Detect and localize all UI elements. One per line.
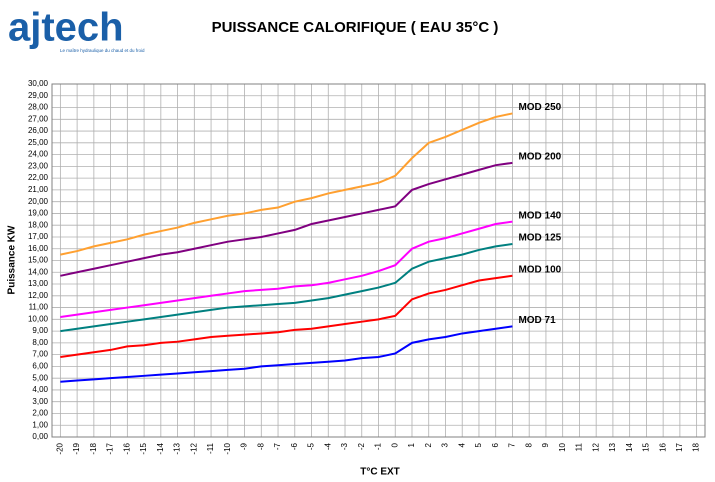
x-tick-label: 4 (457, 442, 466, 447)
x-tick-label: -8 (256, 442, 265, 450)
series-label: MOD 250 (518, 102, 561, 113)
x-axis-label: T°C EXT (360, 467, 400, 478)
y-tick-label: 29,00 (28, 91, 49, 100)
series-line (60, 274, 513, 358)
x-tick-label: 17 (675, 442, 684, 451)
series-line (60, 243, 513, 333)
series-line (60, 325, 513, 383)
x-tick-label: 12 (591, 442, 600, 451)
x-tick-label: -14 (156, 442, 165, 454)
y-tick-label: 28,00 (28, 103, 49, 112)
x-tick-label: 1 (407, 442, 416, 447)
y-tick-label: 1,00 (32, 420, 48, 429)
x-tick-label: -1 (374, 442, 383, 450)
y-axis-label: Puissance KW (7, 225, 18, 294)
x-tick-label: -12 (189, 442, 198, 454)
x-tick-label: -18 (89, 442, 98, 454)
x-tick-label: 0 (390, 442, 399, 447)
y-tick-label: 18,00 (28, 220, 49, 229)
x-tick-label: -15 (139, 442, 148, 454)
y-tick-label: 17,00 (28, 232, 49, 241)
y-tick-label: 5,00 (32, 373, 48, 382)
y-tick-label: 2,00 (32, 409, 48, 418)
series-label: MOD 200 (518, 151, 561, 162)
y-tick-label: 0,00 (32, 432, 48, 441)
y-tick-label: 23,00 (28, 161, 49, 170)
series-line (60, 112, 513, 256)
x-tick-label: -16 (122, 442, 131, 454)
x-tick-label: 10 (558, 442, 567, 451)
x-tick-label: 2 (424, 442, 433, 447)
y-tick-label: 9,00 (32, 326, 48, 335)
x-tick-label: -13 (173, 442, 182, 454)
y-tick-label: 15,00 (28, 256, 49, 265)
y-tick-label: 20,00 (28, 197, 49, 206)
x-tick-label: -5 (307, 442, 316, 450)
series-line (60, 220, 513, 318)
x-tick-label: -19 (72, 442, 81, 454)
y-tick-label: 14,00 (28, 267, 49, 276)
x-tick-label: 11 (575, 442, 584, 451)
x-tick-label: 9 (541, 442, 550, 447)
chart-title: PUISSANCE CALORIFIQUE ( EAU 35°C ) (212, 19, 499, 36)
y-tick-label: 3,00 (32, 397, 48, 406)
y-tick-label: 24,00 (28, 150, 49, 159)
plot-frame (51, 83, 706, 438)
y-tick-label: 22,00 (28, 173, 49, 182)
x-tick-label: -7 (273, 442, 282, 450)
x-tick-label: 3 (441, 442, 450, 447)
logo-tagline: Le maître hydraulique du chaud et du fro… (60, 48, 145, 53)
y-tick-label: 27,00 (28, 114, 49, 123)
x-tick-label: 8 (524, 442, 533, 447)
y-tick-label: 12,00 (28, 291, 49, 300)
x-tick-label: -2 (357, 442, 366, 450)
y-tick-label: 7,00 (32, 350, 48, 359)
x-tick-label: -9 (240, 442, 249, 450)
y-tick-label: 8,00 (32, 338, 48, 347)
y-tick-label: 25,00 (28, 138, 49, 147)
x-tick-label: -6 (290, 442, 299, 450)
y-tick-label: 10,00 (28, 314, 49, 323)
series-line (60, 161, 513, 277)
y-tick-label: 26,00 (28, 126, 49, 135)
x-tick-label: 15 (642, 442, 651, 451)
x-tick-label: 5 (474, 442, 483, 447)
series-label: MOD 71 (518, 315, 556, 326)
logo-name: ajtech (8, 6, 124, 50)
x-tick-label: -17 (106, 442, 115, 454)
y-tick-label: 19,00 (28, 209, 49, 218)
series-label: MOD 140 (518, 210, 561, 221)
y-tick-label: 4,00 (32, 385, 48, 394)
x-tick-label: 16 (658, 442, 667, 451)
x-tick-label: 7 (508, 442, 517, 447)
x-tick-label: 13 (608, 442, 617, 451)
y-tick-label: 11,00 (29, 303, 49, 312)
y-tick-label: 16,00 (28, 244, 49, 253)
y-tick-label: 6,00 (32, 362, 48, 371)
x-tick-label: -20 (55, 442, 64, 454)
x-tick-label: -10 (223, 442, 232, 454)
x-tick-label: 6 (491, 442, 500, 447)
x-tick-label: -11 (206, 442, 215, 454)
x-tick-label: -4 (323, 442, 332, 450)
series-label: MOD 125 (518, 233, 561, 244)
y-tick-label: 21,00 (28, 185, 49, 194)
x-tick-label: -3 (340, 442, 349, 450)
series-label: MOD 100 (518, 264, 561, 275)
y-tick-label: 30,00 (28, 79, 49, 88)
y-tick-label: 13,00 (28, 279, 49, 288)
x-tick-label: 14 (625, 442, 634, 451)
x-tick-label: 18 (692, 442, 701, 451)
